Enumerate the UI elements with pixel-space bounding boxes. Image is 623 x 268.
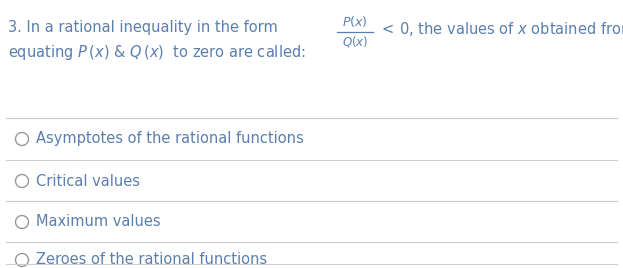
Text: $P(x)$: $P(x)$ bbox=[342, 14, 368, 29]
Text: Critical values: Critical values bbox=[36, 173, 140, 188]
Text: equating $P\,(x)$ & $Q\,(x)$  to zero are called:: equating $P\,(x)$ & $Q\,(x)$ to zero are… bbox=[8, 43, 306, 62]
Text: $<\,0$, the values of $x$ obtained from: $<\,0$, the values of $x$ obtained from bbox=[379, 20, 623, 38]
Text: 3. In a rational inequality in the form: 3. In a rational inequality in the form bbox=[8, 20, 278, 35]
Text: $Q(x)$: $Q(x)$ bbox=[342, 34, 368, 49]
Text: Asymptotes of the rational functions: Asymptotes of the rational functions bbox=[36, 132, 303, 147]
Text: Maximum values: Maximum values bbox=[36, 214, 160, 229]
Text: Zeroes of the rational functions: Zeroes of the rational functions bbox=[36, 252, 267, 267]
